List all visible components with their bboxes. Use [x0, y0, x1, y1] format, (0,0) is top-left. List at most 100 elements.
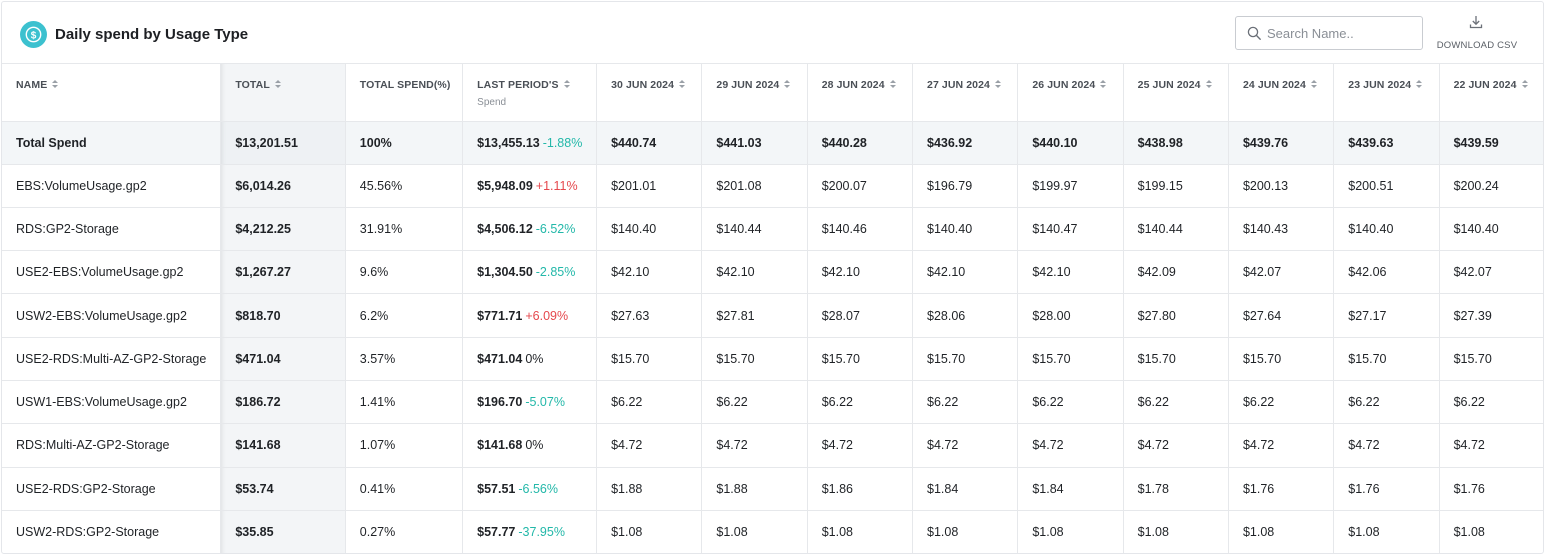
cell-day-spend: $200.13: [1228, 164, 1335, 208]
cell-name: USW2-RDS:GP2-Storage: [2, 510, 222, 553]
sort-icon: [52, 80, 59, 89]
cell-day-spend: $6.22: [1228, 380, 1335, 425]
change-badge: 0%: [525, 438, 544, 453]
cell-day-spend: $140.44: [1123, 207, 1229, 252]
table-row: USE2-RDS:GP2-Storage $53.74 0.41% $57.51 -6.…: [2, 467, 1543, 511]
table-row: USW2-RDS:GP2-Storage $35.85 0.27% $57.77 -37…: [2, 510, 1543, 553]
cell-day-spend: $6.22: [1333, 380, 1440, 425]
cell-day-spend: $199.15: [1123, 164, 1229, 208]
card-title: Daily spend by Usage Type: [55, 26, 249, 43]
cell-day-spend: $1.08: [596, 510, 703, 553]
column-header-date[interactable]: 24 JUN 2024: [1228, 64, 1335, 122]
cell-day-spend: $140.40: [1439, 207, 1543, 252]
cell-day-spend: $27.80: [1123, 293, 1229, 338]
cell-day-spend: $436.92: [912, 121, 1019, 165]
cell-day-spend: $441.03: [701, 121, 808, 165]
cell-last-period: $4,506.12 -6.52%: [462, 207, 598, 252]
cell-last-period: $13,455.13 -1.88%: [462, 121, 598, 165]
sort-icon: [1100, 80, 1107, 89]
cell-name: USW2-EBS:VolumeUsage.gp2: [2, 293, 222, 338]
card-header: $ Daily spend by Usage Type DOWNLOAD CSV: [2, 2, 1543, 64]
cell-last-period: $57.77 -37.95%: [462, 510, 598, 553]
cell-total: $13,201.51: [220, 121, 346, 165]
cell-day-spend: $140.40: [1333, 207, 1440, 252]
cell-total: $53.74: [220, 467, 346, 511]
cell-name: USE2-EBS:VolumeUsage.gp2: [2, 250, 222, 295]
cell-day-spend: $42.10: [1017, 250, 1124, 295]
download-csv-button[interactable]: DOWNLOAD CSV: [1434, 12, 1520, 54]
sort-icon: [889, 80, 896, 89]
cell-day-spend: $15.70: [1333, 337, 1440, 381]
change-badge: +6.09%: [525, 308, 569, 323]
column-header-name[interactable]: NAME: [2, 64, 222, 122]
cell-day-spend: $1.84: [1017, 467, 1124, 511]
cell-total-pct: 31.91%: [345, 207, 464, 252]
cell-day-spend: $140.46: [807, 207, 914, 252]
cell-day-spend: $200.24: [1439, 164, 1543, 208]
last-period-value: $471.04: [477, 351, 523, 366]
last-period-value: $57.77: [477, 525, 516, 540]
column-header-date[interactable]: 23 JUN 2024: [1333, 64, 1440, 122]
cell-name: RDS:Multi-AZ-GP2-Storage: [2, 423, 222, 468]
change-badge: -5.07%: [525, 395, 565, 410]
cell-total-pct: 0.27%: [345, 510, 464, 553]
sort-icon: [563, 80, 570, 89]
cell-day-spend: $4.72: [1017, 423, 1124, 468]
column-header-total[interactable]: TOTAL: [220, 64, 346, 122]
cell-total: $141.68: [220, 423, 346, 468]
cell-day-spend: $1.08: [1017, 510, 1124, 553]
cell-name: Total Spend: [2, 121, 222, 165]
cell-total-pct: 1.07%: [345, 423, 464, 468]
dollar-circle-icon: $: [20, 21, 47, 48]
spend-table-container[interactable]: NAME TOTAL TOTAL SPEND(%) LAST PERIOD'S S…: [2, 64, 1543, 553]
svg-text:$: $: [31, 30, 37, 41]
column-header-date[interactable]: 26 JUN 2024: [1017, 64, 1124, 122]
sort-icon: [784, 80, 791, 89]
cell-total-pct: 9.6%: [345, 250, 464, 295]
cell-last-period: $141.68 0%: [462, 423, 598, 468]
cell-day-spend: $439.59: [1439, 121, 1543, 165]
column-header-date[interactable]: 27 JUN 2024: [912, 64, 1019, 122]
cell-day-spend: $1.08: [1123, 510, 1229, 553]
cell-day-spend: $1.88: [596, 467, 703, 511]
table-row: USE2-RDS:Multi-AZ-GP2-Storage $471.04 3.57…: [2, 337, 1543, 381]
column-header-date[interactable]: 30 JUN 2024: [596, 64, 703, 122]
last-period-value: $141.68: [477, 438, 523, 453]
change-badge: 0%: [525, 351, 544, 366]
last-period-value: $4,506.12: [477, 221, 533, 236]
cell-day-spend: $6.22: [701, 380, 808, 425]
column-header-date[interactable]: 25 JUN 2024: [1123, 64, 1229, 122]
cell-day-spend: $200.07: [807, 164, 914, 208]
cell-day-spend: $42.10: [912, 250, 1019, 295]
change-badge: -2.85%: [535, 265, 576, 280]
cell-day-spend: $42.10: [807, 250, 914, 295]
column-header-date[interactable]: 29 JUN 2024: [701, 64, 808, 122]
cell-last-period: $5,948.09 +1.11%: [462, 164, 598, 208]
search-input[interactable]: [1267, 23, 1417, 43]
sort-icon: [1521, 80, 1528, 89]
search-icon: [1247, 26, 1261, 40]
last-period-value: $196.70: [477, 395, 523, 410]
cell-day-spend: $28.07: [807, 293, 914, 338]
cell-last-period: $196.70 -5.07%: [462, 380, 598, 425]
cell-day-spend: $4.72: [701, 423, 808, 468]
cell-last-period: $57.51 -6.56%: [462, 467, 598, 511]
cell-total: $818.70: [220, 293, 346, 338]
cell-day-spend: $6.22: [912, 380, 1019, 425]
cell-day-spend: $439.63: [1333, 121, 1440, 165]
cell-day-spend: $200.51: [1333, 164, 1440, 208]
cell-day-spend: $199.97: [1017, 164, 1124, 208]
column-header-date[interactable]: 22 JUN 2024: [1439, 64, 1543, 122]
cell-day-spend: $439.76: [1228, 121, 1335, 165]
cell-day-spend: $1.08: [1228, 510, 1335, 553]
change-badge: -1.88%: [542, 135, 583, 150]
cell-day-spend: $4.72: [807, 423, 914, 468]
cell-day-spend: $1.08: [1439, 510, 1543, 553]
last-period-value: $1,304.50: [477, 265, 533, 280]
sort-icon: [274, 80, 281, 89]
search-box[interactable]: [1235, 16, 1423, 50]
cell-day-spend: $1.08: [1333, 510, 1440, 553]
column-header-date[interactable]: 28 JUN 2024: [807, 64, 914, 122]
column-header-last-period[interactable]: LAST PERIOD'S Spend: [462, 64, 598, 122]
